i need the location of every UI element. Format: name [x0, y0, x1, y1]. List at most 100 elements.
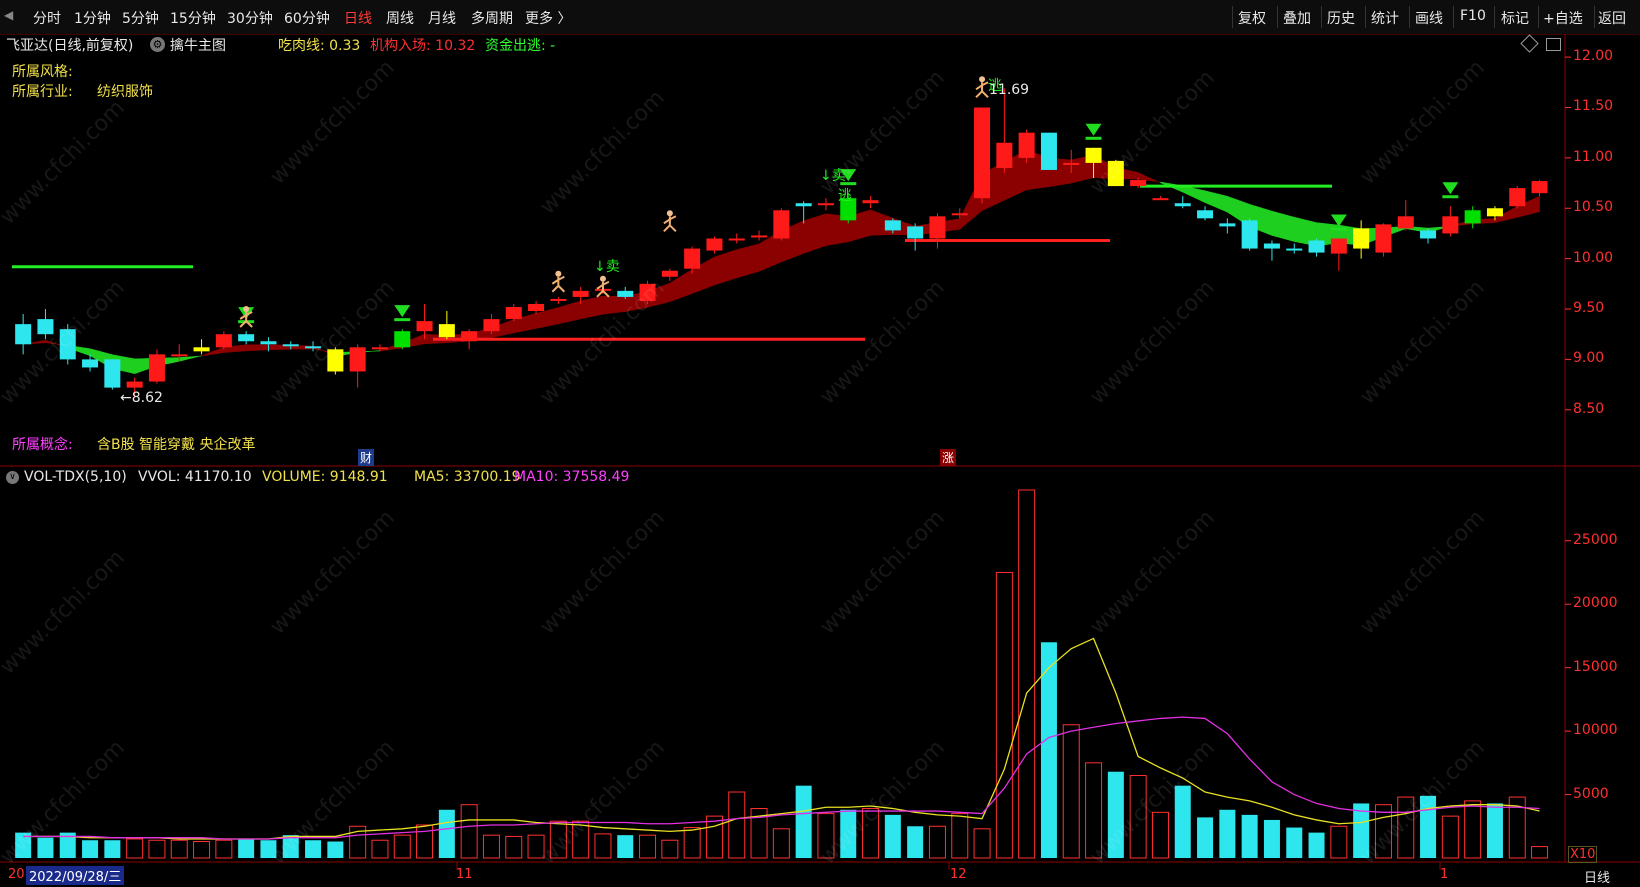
- volume-bar: [1464, 800, 1482, 859]
- volume-tick-label: 15000: [1573, 658, 1618, 675]
- history-button[interactable]: 历史: [1327, 11, 1355, 27]
- volume-bar: [1129, 775, 1147, 859]
- volume-bar: [82, 840, 99, 858]
- candle: [728, 238, 745, 241]
- volume-bar: [126, 838, 144, 859]
- collapse-left-icon[interactable]: ◀: [4, 8, 14, 22]
- draw-button[interactable]: 画线: [1415, 11, 1443, 27]
- volume-bar: [772, 828, 790, 859]
- vol-collapse-icon[interactable]: ∨: [6, 471, 19, 484]
- back-button[interactable]: 返回: [1598, 11, 1626, 27]
- tab-15min[interactable]: 15分钟: [170, 11, 216, 27]
- volume-bar: [282, 835, 299, 858]
- stats-button[interactable]: 统计: [1371, 11, 1399, 27]
- period-indicator-button[interactable]: 日线: [1584, 871, 1611, 886]
- volume-bar: [37, 837, 54, 858]
- candle: [1486, 208, 1503, 217]
- candle: [1174, 203, 1191, 207]
- candle: [1442, 216, 1459, 234]
- candle: [996, 142, 1013, 168]
- volume-bar: [1420, 795, 1437, 858]
- candle: [193, 347, 210, 352]
- tab-more[interactable]: 更多 〉: [525, 11, 572, 27]
- volume-bar: [305, 840, 322, 858]
- trend-ribbon-segment: [803, 213, 827, 254]
- stock-title: 飞亚达(日线,前复权): [6, 38, 134, 54]
- rise-marker[interactable]: 涨: [940, 449, 957, 466]
- chirou-line-value: 吃肉线: 0.33: [278, 38, 361, 54]
- mark-button[interactable]: 标记: [1501, 11, 1529, 27]
- volume-bar: [482, 834, 500, 859]
- indicator-name[interactable]: 擒牛主图: [170, 38, 226, 54]
- candle: [639, 283, 656, 301]
- volume-bar: [1374, 804, 1392, 859]
- volume-bar: [438, 809, 455, 858]
- volume-bar: [705, 815, 723, 859]
- candle: [82, 359, 99, 368]
- candle: [327, 349, 344, 372]
- volume-bar: [505, 835, 523, 859]
- sell-arrow-icon: [1442, 182, 1459, 195]
- candle: [572, 290, 589, 297]
- sell-bar-icon: [1442, 195, 1459, 199]
- sell-bar-icon: [1085, 136, 1102, 140]
- window-icon[interactable]: [1546, 38, 1561, 51]
- overlay-button[interactable]: 叠加: [1283, 11, 1311, 27]
- volume-bar: [995, 571, 1013, 859]
- runner-icon-body: [663, 215, 677, 232]
- finance-marker[interactable]: 财: [358, 449, 375, 466]
- industry-value: 纺织服饰: [97, 84, 153, 100]
- tab-60min[interactable]: 60分钟: [284, 11, 330, 27]
- f10-button[interactable]: F10: [1460, 8, 1486, 24]
- volume-bar: [1531, 846, 1549, 859]
- candle: [148, 354, 165, 382]
- candle: [37, 319, 54, 335]
- runner-icon: [979, 76, 986, 83]
- sell-arrow-icon: [1330, 214, 1347, 227]
- trend-ribbon-segment: [179, 355, 202, 362]
- volume-bar: [238, 838, 255, 858]
- tab-5min[interactable]: 5分钟: [122, 11, 159, 27]
- candle: [461, 331, 478, 342]
- volume-bar: [795, 785, 812, 858]
- volume-bar: [193, 841, 211, 859]
- settings-icon[interactable]: ⚙: [150, 37, 165, 52]
- volume-bar: [683, 827, 701, 859]
- price-tick-label: 12.00: [1573, 48, 1614, 65]
- candle: [282, 344, 299, 347]
- candle: [751, 235, 768, 238]
- ma5-value: MA5: 33700.19: [414, 469, 521, 485]
- sell-arrow-icon: [840, 169, 857, 182]
- volume-bar: [349, 825, 367, 859]
- tab-weekly[interactable]: 周线: [386, 11, 414, 27]
- volume-bar: [750, 808, 768, 859]
- tab-fenshi[interactable]: 分时: [33, 11, 61, 27]
- candle: [104, 359, 121, 388]
- sell-arrow-icon: [394, 305, 411, 318]
- add-watchlist-button[interactable]: +自选: [1543, 11, 1583, 27]
- candle: [260, 341, 277, 345]
- candle: [238, 334, 255, 342]
- adjust-button[interactable]: 复权: [1238, 11, 1266, 27]
- candle: [1018, 132, 1035, 158]
- candle: [438, 324, 455, 338]
- candle: [1353, 228, 1370, 249]
- trend-ribbon-segment: [736, 243, 760, 279]
- volume-bar: [1486, 803, 1503, 858]
- candle: [1397, 216, 1414, 229]
- volume-bar: [817, 813, 835, 859]
- tab-30min[interactable]: 30分钟: [227, 11, 273, 27]
- volume-bar: [1286, 827, 1303, 858]
- volume-bar: [15, 832, 32, 858]
- price-tick-label: 9.00: [1573, 350, 1605, 367]
- tab-1min[interactable]: 1分钟: [74, 11, 111, 27]
- price-tick-label: 11.50: [1573, 98, 1614, 115]
- volume-bar: [393, 834, 411, 859]
- tab-multi-period[interactable]: 多周期: [471, 11, 513, 27]
- volume-bar: [661, 839, 679, 859]
- vol-indicator-name[interactable]: VOL-TDX(5,10): [24, 469, 127, 485]
- tab-daily[interactable]: 日线: [344, 11, 372, 27]
- vvol-value: VVOL: 41170.10: [138, 469, 252, 485]
- tab-monthly[interactable]: 月线: [428, 11, 456, 27]
